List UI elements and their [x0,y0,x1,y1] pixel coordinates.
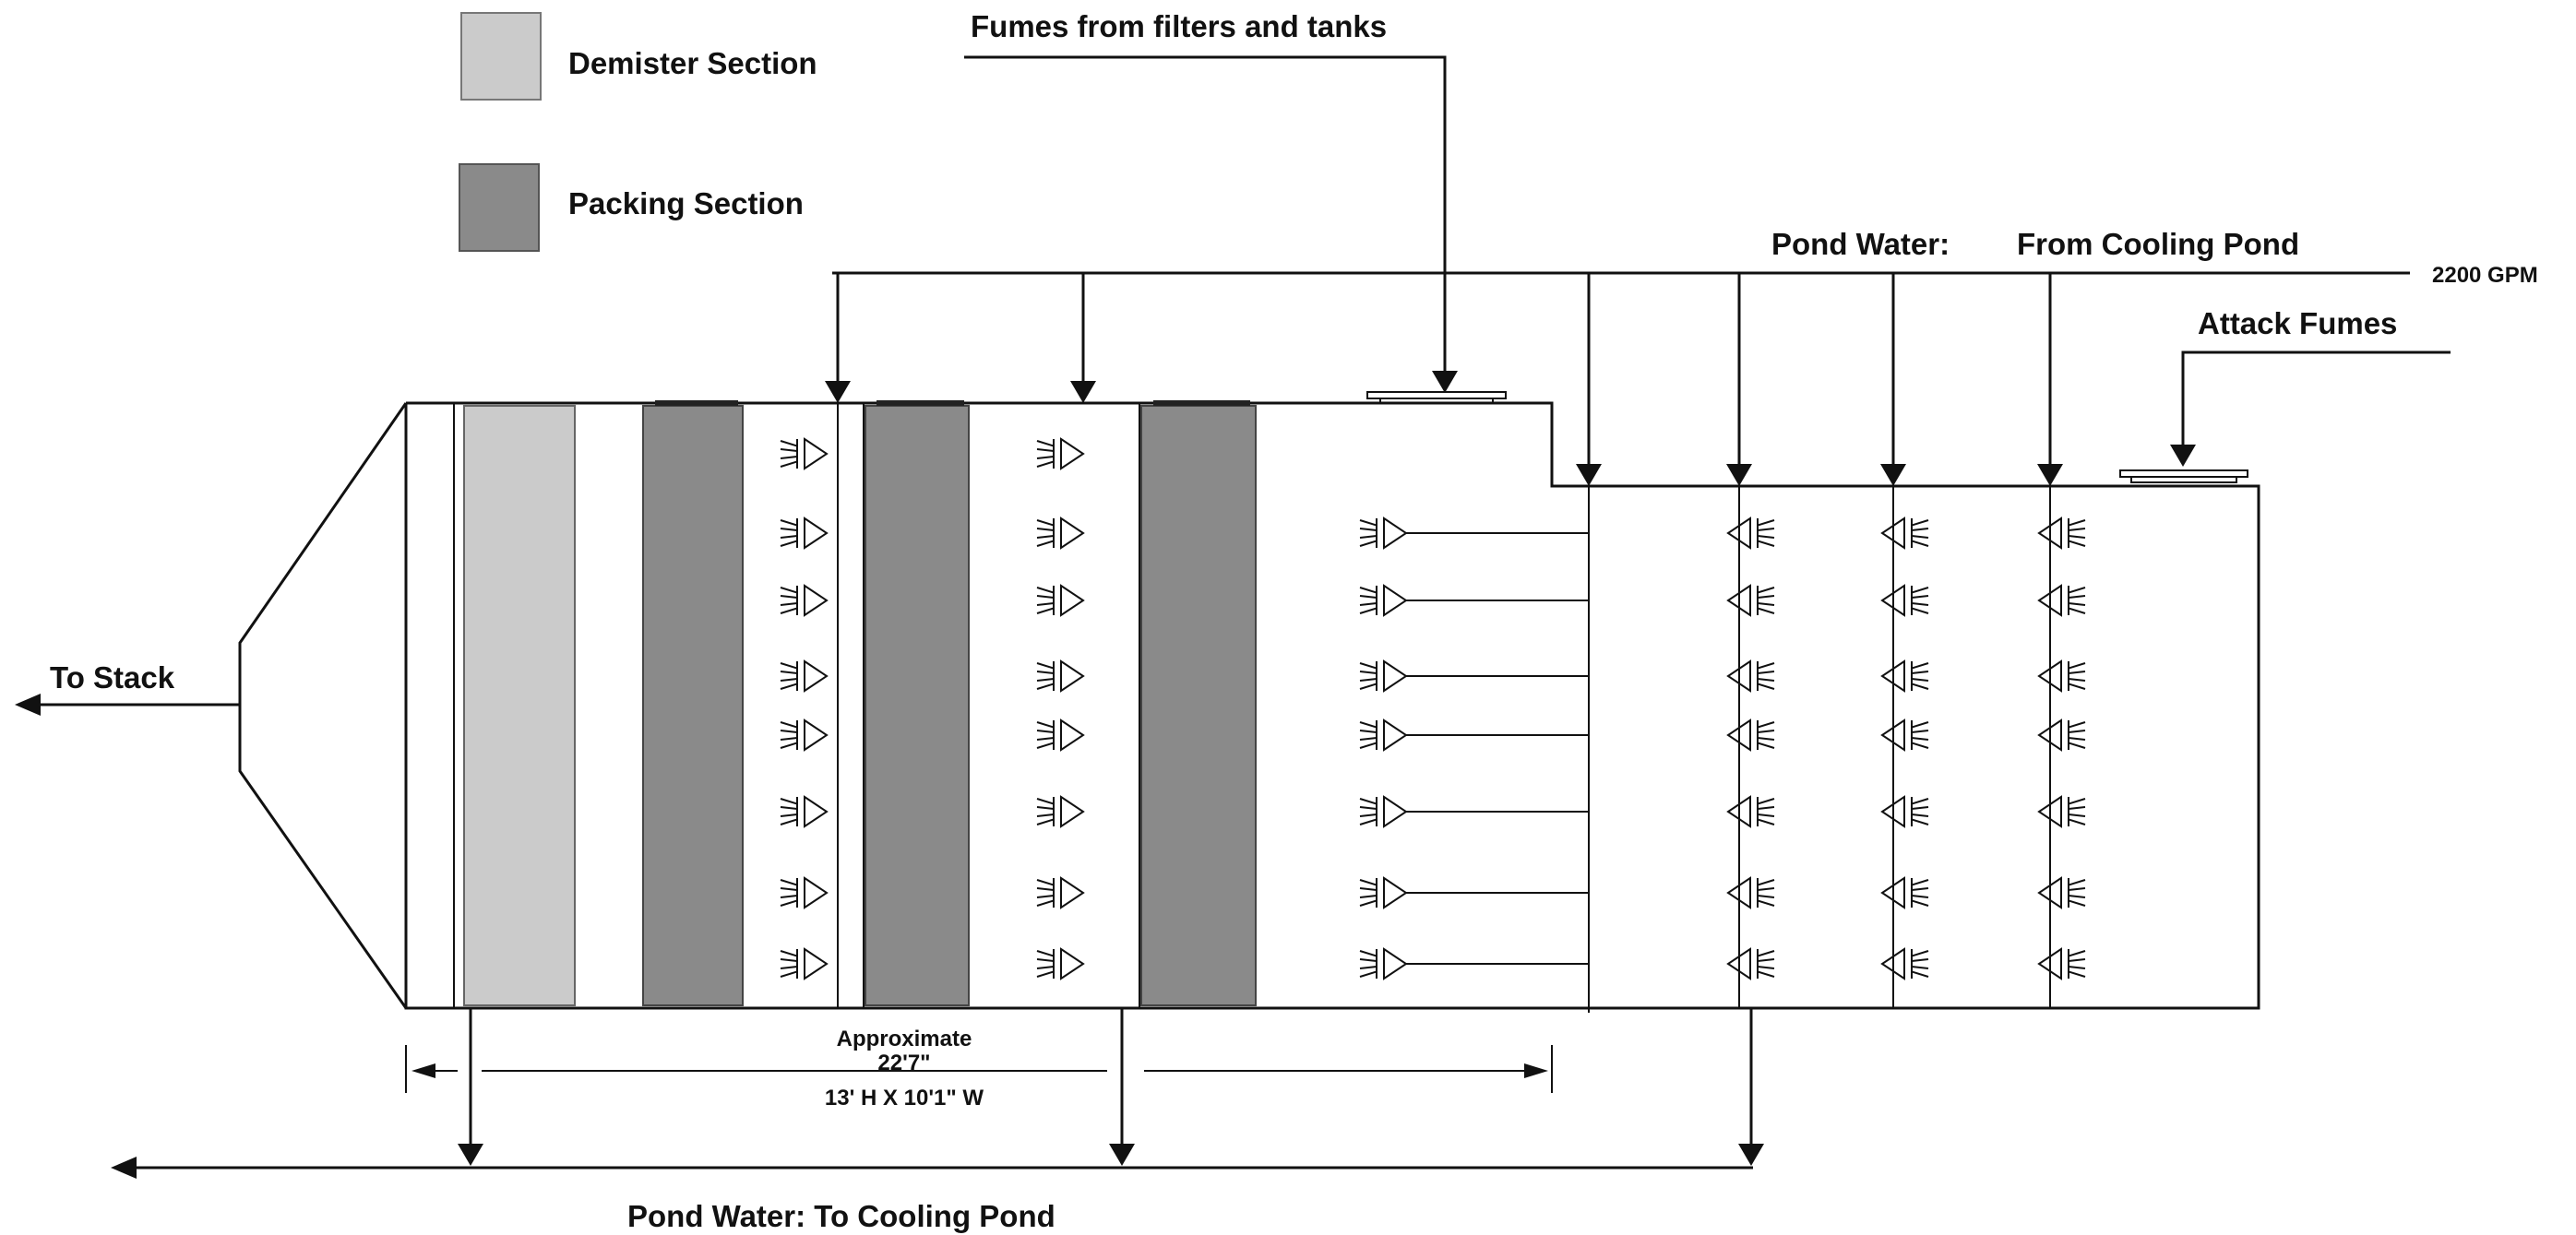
to-stack-arrow [15,694,240,716]
from-cooling-pond-label: From Cooling Pond [2017,227,2299,261]
supply-drops [825,273,2063,486]
spray-nozzle [1726,876,1775,909]
spray-nozzle [780,659,829,693]
spray-nozzle [1726,718,1775,752]
legend-demister-label: Demister Section [568,46,817,80]
spray-nozzle [780,437,829,470]
supply-drop-arrow [1576,273,1602,486]
flow-rate-label: 2200 GPM [2432,263,2538,288]
fumes-duct [964,55,1458,393]
spray-nozzle [1359,947,1408,980]
spray-nozzle [1359,718,1408,752]
stack-transition [238,402,408,1009]
approximate-label: Approximate [837,1027,972,1051]
legend-packing-label: Packing Section [568,186,804,220]
pond-water-supply [825,271,2410,486]
spray-nozzle [2037,947,2086,980]
packing-section [1140,405,1257,1006]
spray-headers [1406,532,1589,965]
supply-drop-arrow [1726,273,1752,486]
spray-nozzle [2037,795,2086,828]
spray-nozzle [1726,795,1775,828]
spray-nozzle [1036,659,1085,693]
spray-nozzle [1880,517,1929,550]
supply-drop-arrow [1070,273,1096,403]
supply-drop-arrow [1880,273,1906,486]
spray-nozzle [780,517,829,550]
spray-nozzle [780,795,829,828]
spray-nozzle [1359,517,1408,550]
spray-nozzle [1880,659,1929,693]
spray-nozzle [1726,584,1775,617]
attack-fumes-inlet-flange [2119,469,2248,483]
attack-fumes-label: Attack Fumes [2198,306,2397,340]
legend-packing-swatch [459,163,540,252]
scrubber-body [238,391,2260,1013]
spray-nozzle [1036,437,1085,470]
spray-nozzle [1036,876,1085,909]
spray-nozzle [2037,517,2086,550]
spray-nozzle [1359,584,1408,617]
fumes-inlet-flange [1366,391,1507,404]
pond-water-out-label: Pond Water: To Cooling Pond [627,1199,1055,1233]
spray-nozzle [1036,947,1085,980]
spray-nozzle [1880,876,1929,909]
to-stack-label: To Stack [50,660,175,695]
spray-nozzle [2037,584,2086,617]
spray-nozzle [2037,718,2086,752]
cross-section-label: 13' H X 10'1" W [825,1086,984,1110]
packing-section [642,405,744,1006]
dimension-line [405,1045,1553,1093]
spray-nozzle [1880,947,1929,980]
length-label: 22'7" [877,1051,930,1075]
spray-nozzle [1726,947,1775,980]
spray-nozzle [2037,659,2086,693]
spray-nozzle [1880,584,1929,617]
spray-nozzle [780,584,829,617]
spray-nozzle [1036,517,1085,550]
pond-water-return [111,1008,1764,1179]
spray-nozzle [2037,876,2086,909]
spray-nozzle [1359,876,1408,909]
spray-nozzle [1880,795,1929,828]
legend: Demister Section Packing Section [459,12,817,252]
legend-demister-swatch [460,12,542,101]
spray-nozzle [1359,795,1408,828]
supply-drop-arrow [2037,273,2063,486]
supply-drop-arrow [825,273,851,403]
fumes-from-filters-label: Fumes from filters and tanks [971,9,1387,43]
attack-fumes-duct [2170,350,2451,467]
spray-nozzle [1036,584,1085,617]
spray-nozzles [780,437,2086,980]
spray-nozzle [1880,718,1929,752]
scrubber-left-section [404,401,2260,1010]
spray-nozzle [780,718,829,752]
spray-nozzle [780,947,829,980]
demister-section [463,405,576,1006]
spray-nozzle [780,876,829,909]
spray-nozzle [1726,517,1775,550]
spray-nozzle [1036,795,1085,828]
spray-nozzle [1359,659,1408,693]
pond-water-in-label: Pond Water: [1771,227,1950,261]
spray-nozzle [1726,659,1775,693]
spray-nozzle [1036,718,1085,752]
packing-section [865,405,970,1006]
